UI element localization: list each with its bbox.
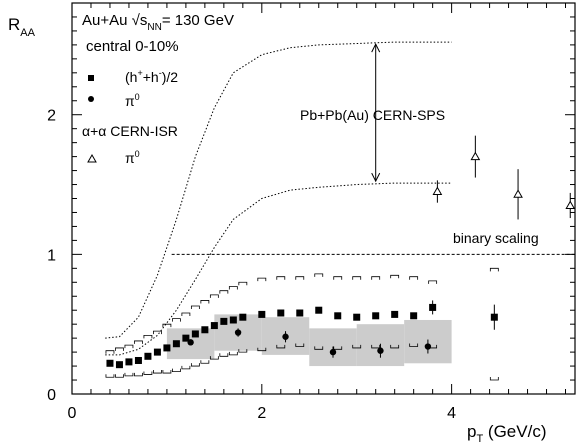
hadron-sys-bracket-low	[144, 371, 152, 374]
hadron-point	[296, 310, 303, 317]
pi0-point	[377, 348, 383, 354]
hadron-sys-bracket-low	[229, 352, 237, 355]
hadron-sys-bracket-high	[163, 324, 171, 327]
hadron-point	[429, 304, 436, 311]
hadron-point	[491, 314, 498, 321]
hadron-sys-bracket-low	[153, 370, 161, 373]
hadron-point	[125, 358, 132, 365]
systematic-bands	[167, 314, 452, 366]
hadron-sys-bracket-high	[229, 286, 237, 289]
hadron-point	[220, 318, 227, 325]
hadron-sys-bracket-low	[172, 369, 180, 372]
hadron-point	[173, 340, 180, 347]
legend-hadron-marker	[88, 75, 94, 81]
legend-system: Au+Au √sNN= 130 GeV	[82, 12, 234, 33]
hadron-sys-bracket-low	[106, 374, 114, 377]
hadron-sys-bracket-high	[144, 335, 152, 338]
hadron-point	[315, 307, 322, 314]
hadron-point	[154, 349, 161, 356]
legend-hadron-label: (h++h-)/2	[125, 68, 178, 85]
sps-annotation: Pb+Pb(Au) CERN-SPS	[300, 107, 445, 123]
hadron-point	[239, 314, 246, 321]
hadron-sys-bracket-low	[490, 377, 498, 380]
x-tick-label: 4	[447, 405, 456, 422]
hadron-sys-bracket-high	[210, 295, 218, 298]
hadron-sys-bracket-low	[115, 374, 123, 377]
hadron-sys-bracket-high	[372, 277, 380, 280]
hadron-point	[353, 314, 360, 321]
y-tick-label: 2	[47, 108, 56, 125]
isr-point	[514, 190, 522, 197]
hadron-sys-bracket-high	[429, 281, 437, 284]
hadron-sys-bracket-high	[201, 300, 209, 303]
hadron-point	[201, 326, 208, 333]
hadron-point	[258, 311, 265, 318]
hadron-point	[116, 361, 123, 368]
hadron-sys-bracket-high	[106, 351, 114, 354]
hadron-sys-bracket-high	[258, 278, 266, 281]
y-axis-label: RAA	[8, 15, 36, 39]
sps-curves	[105, 42, 575, 355]
legend-isr-label: α+α CERN-ISR	[82, 123, 178, 139]
hadron-sys-bracket-high	[391, 275, 399, 278]
x-tick-label: 0	[68, 405, 77, 422]
hadron-point	[230, 316, 237, 323]
hadron-sys-bracket-high	[172, 319, 180, 322]
hadron-point	[211, 322, 218, 329]
hadron-sys-bracket-high	[353, 277, 361, 280]
pi0-point	[425, 343, 431, 349]
hadron-sys-bracket-high	[182, 313, 190, 316]
hadron-point	[334, 312, 341, 319]
hadron-point	[391, 311, 398, 318]
hadron-sys-bracket-high	[334, 277, 342, 280]
hadron-sys-bracket-high	[220, 291, 228, 294]
pi0-point	[187, 339, 193, 345]
hadron-point	[106, 360, 113, 367]
hadron-sys-bracket-low	[201, 360, 209, 363]
legend-isr-marker	[88, 155, 96, 162]
hadron-point	[192, 330, 199, 337]
hadron-sys-bracket-high	[296, 277, 304, 280]
binary-scaling-annotation: binary scaling	[453, 230, 539, 246]
hadron-point	[410, 312, 417, 319]
y-tick-label: 1	[47, 247, 56, 264]
hadron-point	[277, 310, 284, 317]
legend-isr-pi0-label: π0	[125, 149, 140, 166]
hadron-point	[144, 353, 151, 360]
hadron-sys-bracket-high	[490, 268, 498, 271]
pi0-point	[282, 334, 288, 340]
legend-pi0-marker	[88, 96, 94, 102]
y-tick-label: 0	[47, 387, 56, 404]
hadron-sys-bracket-low	[134, 373, 142, 376]
hadron-sys-bracket-high	[315, 274, 323, 277]
hadron-sys-bracket-high	[125, 345, 133, 348]
hadron-sys-bracket-high	[277, 277, 285, 280]
isr-point	[566, 201, 574, 208]
x-axis-label: pT (GeV/c)	[467, 422, 547, 445]
legend-centrality: central 0-10%	[86, 38, 179, 55]
x-tick-label: 2	[257, 405, 266, 422]
isr-point	[471, 153, 479, 160]
hadron-sys-bracket-high	[115, 348, 123, 351]
sps-curve-upper	[105, 42, 451, 338]
hadron-point	[135, 357, 142, 364]
hadron-sys-bracket-high	[134, 341, 142, 344]
pi0-point	[235, 329, 241, 335]
hadron-sys-bracket-low	[220, 353, 228, 356]
isr-point	[433, 188, 441, 195]
hadron-sys-bracket-low	[182, 366, 190, 369]
legend-pi0-label: π0	[125, 92, 140, 109]
legend: Au+Au √sNN= 130 GeV central 0-10% (h++h-…	[82, 12, 234, 166]
hadron-sys-bracket-low	[191, 363, 199, 366]
hadron-point	[372, 312, 379, 319]
hadron-sys-bracket-low	[125, 373, 133, 376]
hadron-sys-bracket-low	[163, 370, 171, 373]
hadron-sys-bracket-high	[239, 282, 247, 285]
hadron-sys-bracket-high	[153, 331, 161, 334]
hadron-point	[163, 344, 170, 351]
hadron-sys-bracket-high	[410, 277, 418, 280]
hadron-sys-bracket-high	[191, 306, 199, 309]
pi0-point	[330, 349, 336, 355]
